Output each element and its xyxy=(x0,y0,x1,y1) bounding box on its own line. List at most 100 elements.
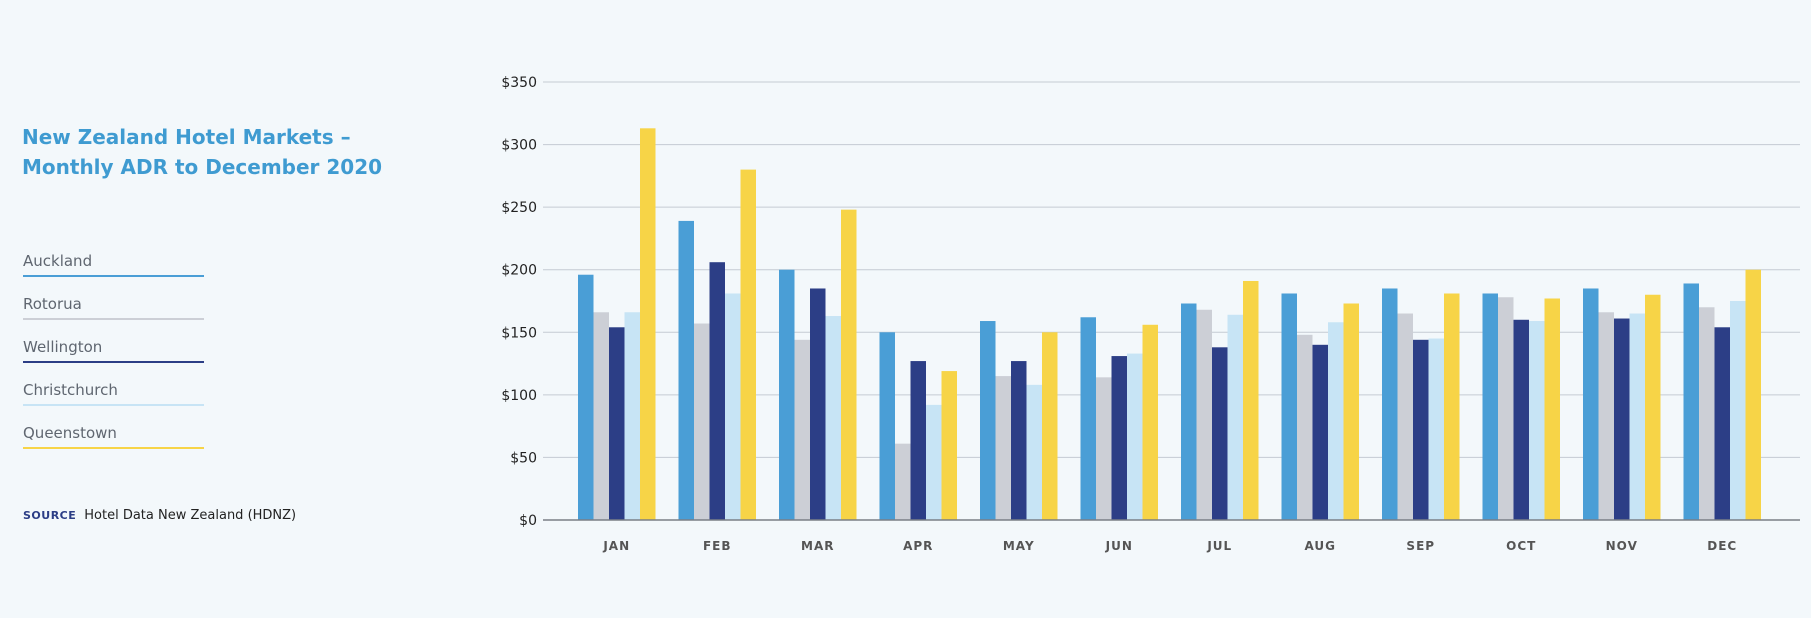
bar-wellington-sep xyxy=(1413,339,1429,520)
source-note: SOURCE Hotel Data New Zealand (HDNZ) xyxy=(23,508,296,523)
y-tick-label: $150 xyxy=(501,325,537,341)
bar-rotorua-dec xyxy=(1699,307,1715,520)
bar-auckland-jul xyxy=(1181,303,1197,520)
bar-christchurch-dec xyxy=(1730,301,1746,520)
chart-title-line-1: New Zealand Hotel Markets – xyxy=(22,125,351,149)
bar-rotorua-apr xyxy=(895,443,911,520)
x-tick-label: JUN xyxy=(1105,539,1133,553)
bar-queenstown-jun xyxy=(1142,324,1158,520)
bar-christchurch-aug xyxy=(1328,322,1344,520)
legend-label: Wellington xyxy=(23,338,103,356)
y-tick-label: $300 xyxy=(501,138,537,154)
x-tick-label: FEB xyxy=(703,539,732,553)
bar-queenstown-oct xyxy=(1544,298,1560,520)
bar-rotorua-sep xyxy=(1397,313,1413,520)
x-tick-label: APR xyxy=(903,539,933,553)
y-tick-label: $200 xyxy=(501,263,537,279)
bar-auckland-oct xyxy=(1482,293,1498,520)
bar-christchurch-feb xyxy=(725,293,741,520)
y-tick-label: $250 xyxy=(501,200,537,216)
legend-item-queenstown: Queenstown xyxy=(23,424,204,467)
chart-title-line-2: Monthly ADR to December 2020 xyxy=(22,155,383,179)
bar-queenstown-aug xyxy=(1343,303,1359,520)
source-text: Hotel Data New Zealand (HDNZ) xyxy=(84,508,297,523)
bar-rotorua-jun xyxy=(1096,377,1112,520)
legend-label: Rotorua xyxy=(23,295,82,313)
bar-rotorua-may xyxy=(995,376,1011,520)
x-tick-label: JAN xyxy=(602,539,630,553)
bar-christchurch-oct xyxy=(1529,321,1545,520)
bar-rotorua-jan xyxy=(593,312,609,520)
y-tick-label: $50 xyxy=(510,450,537,466)
bar-christchurch-jul xyxy=(1227,314,1243,520)
x-tick-label: OCT xyxy=(1506,539,1536,553)
bar-christchurch-jan xyxy=(624,312,640,520)
x-tick-label: JUL xyxy=(1206,539,1232,553)
bar-wellington-feb xyxy=(709,262,725,520)
bar-queenstown-feb xyxy=(740,169,756,520)
bar-wellington-mar xyxy=(810,288,826,520)
bar-wellington-aug xyxy=(1312,344,1328,520)
bar-rotorua-oct xyxy=(1498,297,1514,520)
source-key: SOURCE xyxy=(23,509,77,522)
bar-christchurch-nov xyxy=(1629,313,1645,520)
legend-item-auckland: Auckland xyxy=(23,252,204,295)
bar-queenstown-jul xyxy=(1243,280,1259,520)
bar-auckland-mar xyxy=(779,269,795,520)
bar-queenstown-dec xyxy=(1745,269,1761,520)
legend-item-wellington: Wellington xyxy=(23,338,204,381)
bar-auckland-aug xyxy=(1281,293,1297,520)
x-tick-label: NOV xyxy=(1606,539,1638,553)
x-tick-label: SEP xyxy=(1406,539,1435,553)
legend-label: Queenstown xyxy=(23,424,117,442)
bar-queenstown-may xyxy=(1042,332,1058,520)
bar-auckland-feb xyxy=(678,220,694,520)
x-tick-label: MAY xyxy=(1003,539,1035,553)
bar-wellington-jul xyxy=(1212,347,1228,520)
legend-item-rotorua: Rotorua xyxy=(23,295,204,338)
bar-auckland-apr xyxy=(879,332,895,520)
bar-christchurch-apr xyxy=(926,404,942,520)
legend: Auckland Rotorua Wellington Christchurch… xyxy=(23,252,204,467)
bar-christchurch-jun xyxy=(1127,353,1143,520)
chart-title: New Zealand Hotel Markets – Monthly ADR … xyxy=(22,122,442,182)
bar-rotorua-jul xyxy=(1196,309,1212,520)
legend-swatch xyxy=(23,275,204,277)
legend-swatch xyxy=(23,361,204,363)
y-tick-label: $350 xyxy=(501,75,537,91)
x-tick-label: MAR xyxy=(801,539,834,553)
bar-auckland-may xyxy=(980,321,996,520)
bar-queenstown-nov xyxy=(1645,294,1661,520)
y-tick-label: $0 xyxy=(519,513,537,529)
bar-auckland-dec xyxy=(1683,283,1699,520)
bar-wellington-apr xyxy=(910,361,926,520)
y-tick-label: $100 xyxy=(501,388,537,404)
bar-wellington-jan xyxy=(609,327,625,520)
legend-swatch xyxy=(23,447,204,449)
bar-wellington-nov xyxy=(1614,318,1630,520)
legend-swatch xyxy=(23,404,204,406)
bar-rotorua-feb xyxy=(694,323,710,520)
bar-queenstown-apr xyxy=(941,371,957,520)
x-tick-label: AUG xyxy=(1304,539,1336,553)
bar-queenstown-mar xyxy=(841,209,857,520)
bar-auckland-jun xyxy=(1080,317,1096,520)
bar-queenstown-jan xyxy=(640,128,656,520)
bar-rotorua-aug xyxy=(1297,334,1313,520)
legend-swatch xyxy=(23,318,204,320)
bar-christchurch-mar xyxy=(825,316,841,520)
bar-auckland-nov xyxy=(1583,288,1599,520)
x-tick-label: DEC xyxy=(1707,539,1737,553)
legend-item-christchurch: Christchurch xyxy=(23,381,204,424)
bar-auckland-jan xyxy=(578,274,594,520)
legend-label: Christchurch xyxy=(23,381,118,399)
bar-wellington-may xyxy=(1011,361,1027,520)
bar-christchurch-sep xyxy=(1428,338,1444,520)
bar-rotorua-nov xyxy=(1598,312,1614,520)
bar-auckland-sep xyxy=(1382,288,1398,520)
bar-wellington-oct xyxy=(1513,319,1529,520)
bar-wellington-jun xyxy=(1111,356,1127,520)
bar-christchurch-may xyxy=(1026,384,1042,520)
legend-label: Auckland xyxy=(23,252,93,270)
